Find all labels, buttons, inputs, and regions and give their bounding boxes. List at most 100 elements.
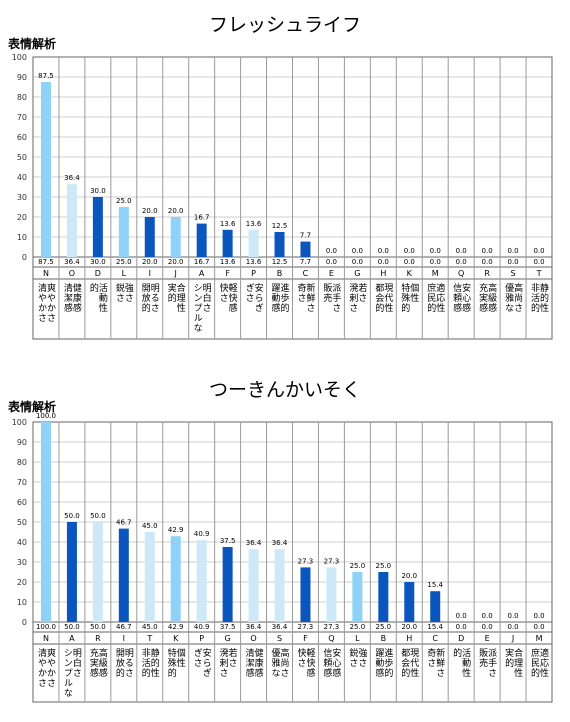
category-label: 奇さ: [295, 282, 306, 303]
bar-value-label: 42.9: [168, 526, 184, 534]
category-code: K: [407, 269, 413, 278]
category-code: T: [536, 269, 542, 278]
bar-value-label: 0.0: [533, 612, 544, 620]
bar: [40, 82, 51, 257]
category-label: 強さ: [356, 647, 367, 668]
category-code: G: [354, 269, 360, 278]
category-label: 派手さ: [486, 648, 497, 678]
category-label: 現代性: [408, 648, 419, 678]
table-value: 0.0: [482, 258, 493, 266]
category-code: R: [95, 634, 101, 643]
category-code: O: [69, 269, 75, 278]
chart-subtitle: 表情解析: [8, 37, 57, 51]
table-value: 27.3: [298, 623, 314, 631]
bar-value-label: 45.0: [142, 522, 158, 530]
table-value: 50.0: [90, 623, 106, 631]
category-label: 個性: [408, 282, 419, 303]
bar: [144, 217, 155, 257]
bar-value-label: 40.9: [194, 530, 210, 538]
bar: [248, 549, 259, 622]
bar-value-label: 15.4: [427, 581, 443, 589]
bar: [66, 184, 77, 257]
table-value: 13.6: [220, 258, 236, 266]
bar-value-label: 25.0: [350, 562, 366, 570]
category-label: 溌剌さ: [347, 282, 358, 313]
category-label: 安らぎ: [201, 647, 212, 678]
bar: [222, 547, 233, 622]
table-value: 13.6: [246, 258, 262, 266]
y-tick-label: 70: [17, 113, 27, 122]
bar: [40, 422, 51, 622]
bar-value-label: 0.0: [430, 247, 441, 255]
y-tick-label: 30: [17, 193, 27, 202]
category-code: D: [95, 269, 101, 278]
y-tick-label: 70: [17, 478, 27, 487]
bar-value-label: 36.4: [64, 174, 80, 182]
table-value: 100.0: [36, 623, 56, 631]
bar-value-label: 0.0: [456, 247, 467, 255]
category-label: シンプルな: [192, 283, 203, 333]
bar-value-label: 0.0: [352, 247, 363, 255]
category-label: 強さ: [123, 282, 134, 303]
category-label: 活動性: [97, 282, 108, 313]
category-label: 清潔感: [244, 647, 255, 678]
category-label: 快さ: [218, 282, 229, 303]
y-tick-label: 90: [17, 438, 27, 447]
table-value: 40.9: [194, 623, 210, 631]
bar-value-label: 0.0: [378, 247, 389, 255]
table-value: 0.0: [456, 623, 467, 631]
category-label: 個性: [175, 647, 186, 668]
bar-value-label: 20.0: [401, 572, 417, 580]
bar: [92, 522, 103, 622]
category-label: 合理性: [512, 647, 523, 678]
category-label: 明るさ: [123, 648, 134, 678]
table-value: 50.0: [64, 623, 80, 631]
bar-value-label: 50.0: [90, 512, 106, 520]
category-label: 健康感: [253, 647, 264, 678]
y-tick-label: 100: [12, 418, 27, 427]
category-code: L: [355, 634, 360, 643]
table-value: 0.0: [533, 258, 544, 266]
category-label: 特殊的: [166, 647, 177, 678]
category-label: 実的: [503, 647, 514, 668]
category-label: 高級感: [486, 282, 497, 313]
category-code: A: [199, 269, 205, 278]
bar: [430, 591, 441, 622]
category-label: 実的: [166, 282, 177, 303]
category-label: ぎさ: [192, 647, 202, 668]
category-label: 都会的: [373, 283, 384, 313]
y-tick-label: 30: [17, 558, 27, 567]
category-code: C: [432, 634, 438, 643]
category-label: 溌剌さ: [218, 647, 229, 678]
bar: [352, 572, 363, 622]
bar: [92, 197, 103, 257]
category-code: I: [149, 269, 151, 278]
category-label: 快さ: [295, 647, 306, 668]
bar: [300, 567, 311, 622]
category-code: S: [277, 634, 282, 643]
category-label: 健康感: [71, 282, 82, 313]
bar: [118, 528, 129, 622]
category-code: M: [432, 269, 439, 278]
bar-value-label: 27.3: [324, 557, 340, 565]
bar-value-label: 13.6: [246, 220, 262, 228]
bar-value-label: 0.0: [482, 612, 493, 620]
category-label: 軽快感: [227, 283, 238, 313]
category-label: 明白さ: [201, 283, 212, 313]
category-code: J: [174, 269, 177, 278]
category-code: A: [69, 634, 75, 643]
category-label: 鋭さ: [347, 647, 358, 668]
table-value: 0.0: [456, 258, 467, 266]
category-code: N: [43, 634, 49, 643]
category-label: 優雅な: [503, 282, 514, 313]
category-label: 静的性: [538, 282, 549, 313]
category-label: 爽やかさ: [45, 648, 56, 688]
category-code: C: [303, 269, 309, 278]
bar: [170, 217, 181, 257]
bar-value-label: 0.0: [508, 612, 519, 620]
table-value: 27.3: [324, 623, 340, 631]
table-value: 0.0: [482, 623, 493, 631]
category-code: F: [225, 269, 230, 278]
table-value: 0.0: [508, 258, 519, 266]
table-value: 0.0: [508, 623, 519, 631]
